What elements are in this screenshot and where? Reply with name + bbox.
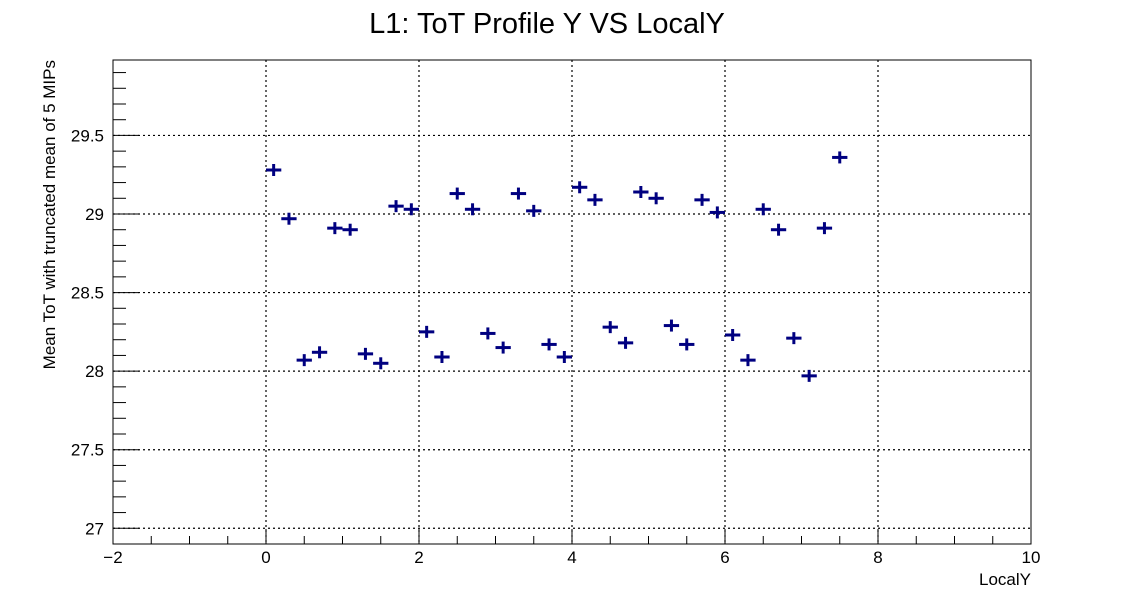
data-point bbox=[602, 321, 618, 334]
data-point bbox=[373, 357, 389, 370]
data-point bbox=[725, 329, 741, 341]
data-point bbox=[770, 223, 787, 236]
x-tick-label: 10 bbox=[1022, 548, 1041, 567]
y-tick-label: 28 bbox=[85, 362, 104, 381]
data-point bbox=[556, 351, 572, 363]
x-tick-label: 6 bbox=[720, 548, 729, 567]
y-tick-label: 27.5 bbox=[71, 441, 104, 460]
grid-lines bbox=[113, 60, 1031, 544]
x-axis-title: LocalY bbox=[979, 570, 1031, 589]
data-point bbox=[663, 319, 680, 332]
data-point bbox=[419, 325, 435, 338]
data-point bbox=[832, 151, 848, 164]
data-point bbox=[617, 336, 634, 349]
x-tick-label: 8 bbox=[873, 548, 882, 567]
x-tick-label: −2 bbox=[103, 548, 122, 567]
data-point bbox=[480, 327, 496, 340]
data-point bbox=[755, 203, 771, 216]
data-point bbox=[786, 332, 802, 345]
axis-ticks bbox=[112, 72, 1032, 545]
data-point bbox=[709, 206, 725, 219]
data-point bbox=[587, 193, 603, 206]
chart-title: L1: ToT Profile Y VS LocalY bbox=[369, 8, 725, 40]
data-point bbox=[281, 212, 297, 225]
tick-labels: −2 0 2 4 6 8 10 27 27.5 28 28.5 29 29.5 bbox=[71, 126, 1041, 567]
y-tick-label: 29 bbox=[85, 205, 104, 224]
x-tick-label: 4 bbox=[567, 548, 576, 567]
data-point bbox=[694, 193, 710, 206]
data-points bbox=[266, 151, 848, 382]
data-point bbox=[449, 187, 465, 200]
data-point bbox=[816, 222, 833, 235]
data-point bbox=[311, 346, 328, 359]
data-point bbox=[633, 186, 649, 198]
data-point bbox=[327, 222, 343, 235]
data-point bbox=[357, 347, 374, 360]
data-point bbox=[403, 203, 419, 216]
data-point bbox=[434, 351, 450, 363]
data-point bbox=[572, 181, 588, 194]
x-tick-label: 2 bbox=[414, 548, 423, 567]
x-tick-label: 0 bbox=[261, 548, 270, 567]
data-point bbox=[510, 187, 527, 200]
data-point bbox=[388, 200, 404, 213]
y-tick-label: 27 bbox=[85, 519, 104, 538]
data-point bbox=[679, 338, 695, 351]
y-axis-title: Mean ToT with truncated mean of 5 MIPs bbox=[40, 60, 59, 369]
data-point bbox=[495, 341, 511, 354]
data-point bbox=[541, 338, 557, 351]
data-point bbox=[296, 354, 312, 367]
y-tick-label: 28.5 bbox=[71, 284, 104, 303]
data-point bbox=[648, 192, 664, 205]
data-point bbox=[342, 223, 358, 236]
y-tick-label: 29.5 bbox=[71, 126, 104, 145]
data-point bbox=[740, 354, 756, 367]
data-point bbox=[464, 203, 481, 216]
data-point bbox=[266, 164, 282, 176]
data-point bbox=[526, 204, 542, 217]
data-point bbox=[801, 369, 817, 382]
